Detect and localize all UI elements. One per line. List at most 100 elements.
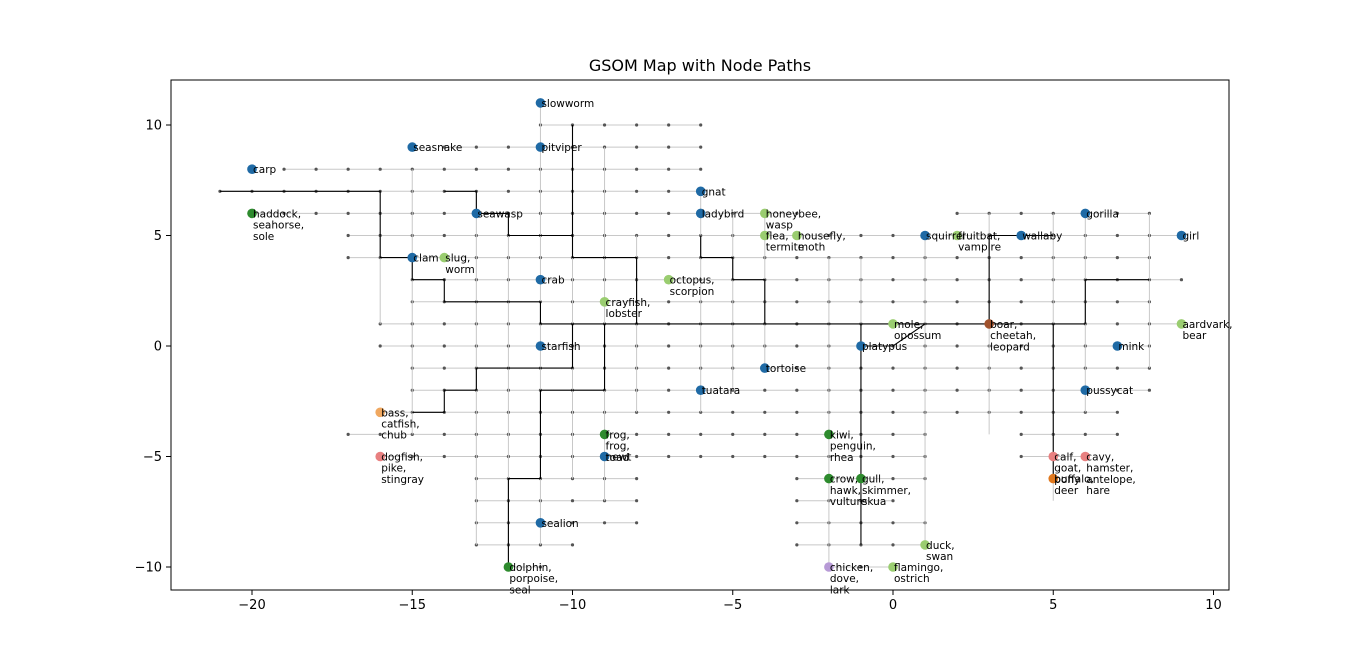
- grid-node: [1083, 432, 1087, 436]
- node-label-line: penguin,: [830, 441, 876, 453]
- node-label-line: pony: [1054, 474, 1080, 486]
- grid-node: [1019, 454, 1023, 459]
- grid-node: [570, 499, 575, 503]
- map-node: [760, 363, 770, 373]
- x-axis: −20 −15 −10 −5 0 5 10: [238, 590, 1222, 613]
- node-label-line: hamster,: [1086, 463, 1133, 475]
- node-label-line: dove,: [830, 573, 859, 585]
- grid-node: [763, 454, 767, 459]
- grid-node: [763, 388, 767, 392]
- grid-node: [442, 211, 446, 215]
- map-node: [1048, 451, 1059, 462]
- node-label: crab: [541, 275, 565, 287]
- map-node: [824, 562, 834, 572]
- node-label: carp: [253, 164, 277, 176]
- grid-node: [1115, 256, 1119, 260]
- grid-node: [891, 521, 895, 525]
- node-label-line: bass,: [381, 407, 408, 419]
- grid-node: [667, 211, 671, 215]
- map-node: [920, 230, 930, 241]
- grid-node: [891, 543, 895, 547]
- node-label-line: crow,: [830, 474, 858, 486]
- node-label-line: calf,: [1054, 452, 1076, 464]
- grid-node: [282, 211, 286, 215]
- plot-frame: [170, 79, 1230, 591]
- grid-node: [955, 366, 959, 370]
- map-node: [407, 142, 418, 152]
- node-label-line: tuatara: [702, 385, 741, 397]
- map-node: [1080, 385, 1091, 396]
- node-path: [860, 323, 926, 347]
- grid-node: [731, 410, 735, 414]
- grid-node: [731, 432, 735, 436]
- grid-node: [955, 344, 959, 348]
- node-label: platypus: [862, 341, 907, 353]
- map-node: [824, 429, 834, 440]
- grid-node: [795, 432, 799, 436]
- node-label-line: duck,: [926, 540, 955, 552]
- grid-node: [667, 189, 671, 193]
- grid-node: [442, 145, 446, 149]
- node-label-line: bear: [1182, 330, 1207, 342]
- grid-node: [346, 167, 350, 171]
- map-node: [1016, 230, 1026, 241]
- grid-node: [891, 432, 895, 436]
- grid-node: [1019, 278, 1023, 282]
- node-label: flamingo, ostrich: [894, 562, 943, 585]
- grid-node: [667, 300, 671, 304]
- grid-node: [1019, 344, 1023, 348]
- grid-node: [1019, 410, 1023, 414]
- node-label-line: crayfish,: [606, 297, 651, 309]
- map-node: [888, 319, 898, 329]
- node-label-line: honeybee,: [766, 208, 821, 220]
- map-node: [247, 208, 257, 219]
- node-label: girl: [1182, 231, 1199, 243]
- node-label: octopus, scorpion: [670, 275, 715, 298]
- grid-node: [955, 211, 959, 215]
- node-label: seawasp: [477, 208, 523, 220]
- map-node: [695, 186, 706, 197]
- grid-node: [731, 454, 735, 459]
- map-node: [1176, 230, 1187, 241]
- grid-node: [795, 499, 799, 503]
- node-label: ladybird: [702, 208, 745, 220]
- grid-node: [1115, 432, 1119, 436]
- map-node: [375, 451, 386, 462]
- map-node: [247, 164, 257, 174]
- grid-node: [795, 388, 799, 392]
- node-label-line: girl: [1182, 231, 1199, 243]
- node-label-line: mole,: [894, 319, 923, 331]
- map-node: [1080, 208, 1091, 219]
- node-label-line: gnat: [702, 186, 726, 198]
- grid-node: [891, 366, 895, 370]
- grid-node: [506, 189, 510, 193]
- grid-node: [602, 123, 607, 127]
- node-label-line: kiwi,: [830, 429, 854, 441]
- node-label-line: octopus,: [670, 275, 715, 287]
- node-layer: [247, 98, 1187, 572]
- map-node: [1176, 319, 1187, 329]
- grid-node: [795, 278, 799, 282]
- grid-node: [795, 521, 799, 525]
- map-node: [503, 562, 514, 572]
- grid-node: [891, 388, 895, 392]
- grid-node: [667, 256, 671, 260]
- grid-node: [699, 145, 703, 149]
- grid-node: [667, 145, 671, 149]
- node-label-line: slug,: [445, 253, 470, 265]
- grid-node: [570, 543, 575, 547]
- node-label-line: pitviper: [541, 142, 582, 154]
- grid-node: [1115, 322, 1119, 326]
- node-label: dolphin, porpoise, seal: [509, 562, 558, 596]
- node-label: frog, frog, toad: [606, 429, 630, 463]
- node-label: pussycat: [1086, 385, 1133, 397]
- grid-node: [635, 521, 639, 525]
- y-tick-label: 10: [145, 119, 162, 134]
- grid-node: [442, 432, 446, 436]
- node-label-line: aardvark,: [1182, 319, 1232, 331]
- node-label-line: moth: [798, 242, 825, 254]
- node-label-line: toad: [606, 452, 630, 464]
- grid-node: [1019, 432, 1023, 436]
- node-label: tuatara: [702, 385, 741, 397]
- node-label-line: dolphin,: [509, 562, 551, 574]
